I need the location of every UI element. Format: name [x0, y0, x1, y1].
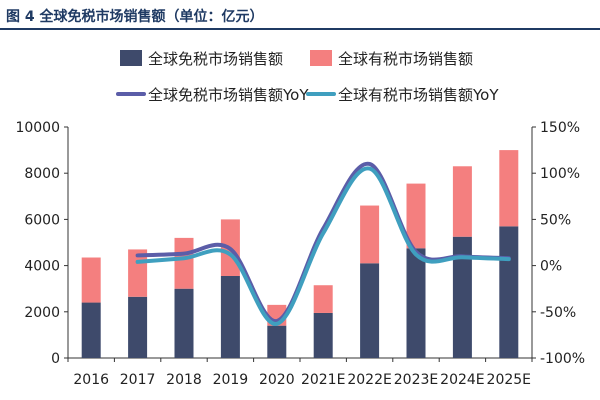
bar-dutyfree — [499, 226, 519, 358]
bar-taxed — [452, 166, 472, 237]
legend-swatch — [310, 50, 332, 66]
left-tick-label: 8000 — [24, 166, 60, 182]
bar-dutyfree — [406, 248, 426, 358]
left-tick-label: 6000 — [24, 212, 60, 228]
chart-title: 图 4 全球免税市场销售额（单位：亿元） — [6, 9, 264, 25]
x-tick-label: 2024E — [440, 372, 484, 388]
right-tick-label: 50% — [540, 212, 571, 228]
right-tick-label: 0% — [540, 259, 562, 275]
bar-taxed — [174, 237, 194, 289]
x-tick-label: 2019 — [213, 372, 249, 388]
bar-taxed — [313, 285, 333, 313]
bar-taxed — [406, 183, 426, 249]
bar-dutyfree — [128, 296, 148, 358]
x-tick-label: 2021E — [301, 372, 345, 388]
title-bar: 图 4 全球免税市场销售额（单位：亿元） — [0, 0, 600, 30]
right-tick-label: 100% — [540, 166, 580, 182]
bar-dutyfree — [81, 302, 101, 358]
right-tick-label: -50% — [540, 305, 576, 321]
left-tick-label: 2000 — [24, 305, 60, 321]
bar-dutyfree — [360, 263, 380, 358]
left-tick-label: 4000 — [24, 259, 60, 275]
right-tick-label: 150% — [540, 120, 580, 136]
right-tick-label: -100% — [540, 351, 585, 367]
left-tick-label: 10000 — [15, 120, 60, 136]
legend-label: 全球有税市场销售额YoY — [338, 86, 499, 104]
line-taxed-yoy — [135, 166, 511, 326]
legend-label: 全球免税市场销售额 — [148, 50, 283, 68]
x-tick-label: 2023E — [394, 372, 438, 388]
x-tick-label: 2022E — [347, 372, 391, 388]
bar-dutyfree — [174, 288, 194, 358]
x-tick-label: 2018 — [166, 372, 202, 388]
legend-label: 全球有税市场销售额 — [338, 50, 473, 68]
x-tick-label: 2017 — [120, 372, 156, 388]
x-tick-label: 2016 — [73, 372, 109, 388]
bar-taxed — [81, 257, 101, 303]
bar-dutyfree — [313, 312, 333, 358]
bar-dutyfree — [452, 236, 472, 358]
x-tick-label: 2020 — [259, 372, 295, 388]
bar-dutyfree — [267, 325, 287, 358]
bar-dutyfree — [220, 275, 240, 358]
legend-label: 全球免税市场销售额YoY — [148, 86, 309, 104]
bar-taxed — [499, 150, 519, 227]
legend-swatch — [120, 50, 142, 66]
bar-taxed — [360, 205, 380, 264]
x-tick-label: 2025E — [487, 372, 531, 388]
left-tick-label: 0 — [51, 351, 60, 367]
